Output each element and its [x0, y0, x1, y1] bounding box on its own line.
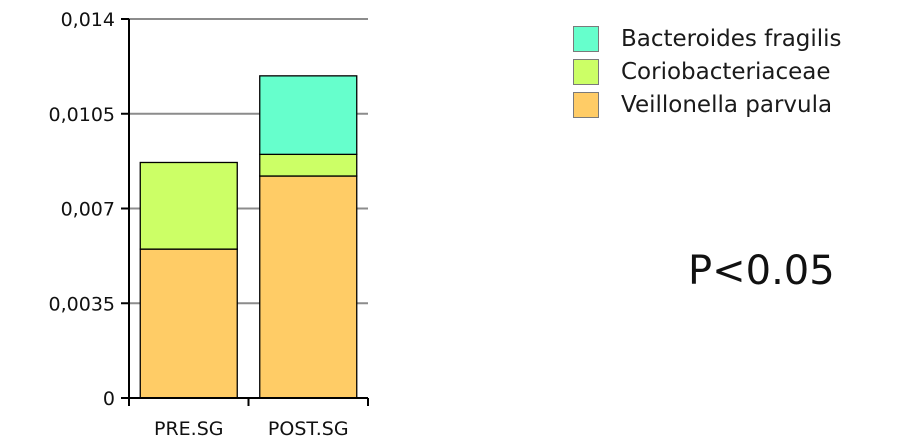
bars	[139, 75, 358, 399]
legend-swatch	[573, 91, 599, 118]
bar-segment-coriobacteriaceae	[259, 153, 358, 177]
y-tick-label: 0,014	[61, 9, 115, 31]
tick-labels: 0 0,0035 0,007 0,0105 0,014 PRE.SG POST.SG	[49, 9, 349, 440]
y-tick-label: 0,0105	[49, 104, 115, 126]
bar-segment-veillonella-parvula	[259, 175, 358, 399]
legend-item-veillonella-parvula: Veillonella parvula	[573, 88, 842, 121]
legend-label: Bacteroides fragilis	[621, 25, 842, 52]
y-tick-label: 0,007	[61, 199, 115, 221]
y-tick-label: 0	[103, 388, 115, 410]
bar-segment-coriobacteriaceae	[139, 161, 238, 250]
legend-swatch	[573, 25, 599, 52]
x-tick-label: PRE.SG	[154, 418, 224, 440]
bar-segment-veillonella-parvula	[139, 248, 238, 399]
legend-label: Coriobacteriaceae	[621, 58, 831, 85]
p-value-annotation: P<0.05	[688, 248, 835, 294]
axes	[121, 18, 369, 406]
x-tick-label: POST.SG	[268, 418, 349, 440]
y-tick-label: 0,0035	[49, 293, 115, 315]
legend: Bacteroides fragilis Coriobacteriaceae V…	[573, 22, 842, 121]
bar-segment-bacteroides-fragilis	[259, 75, 358, 156]
legend-item-coriobacteriaceae: Coriobacteriaceae	[573, 55, 842, 88]
legend-item-bacteroides-fragilis: Bacteroides fragilis	[573, 22, 842, 55]
legend-swatch	[573, 58, 599, 85]
legend-label: Veillonella parvula	[621, 91, 833, 118]
